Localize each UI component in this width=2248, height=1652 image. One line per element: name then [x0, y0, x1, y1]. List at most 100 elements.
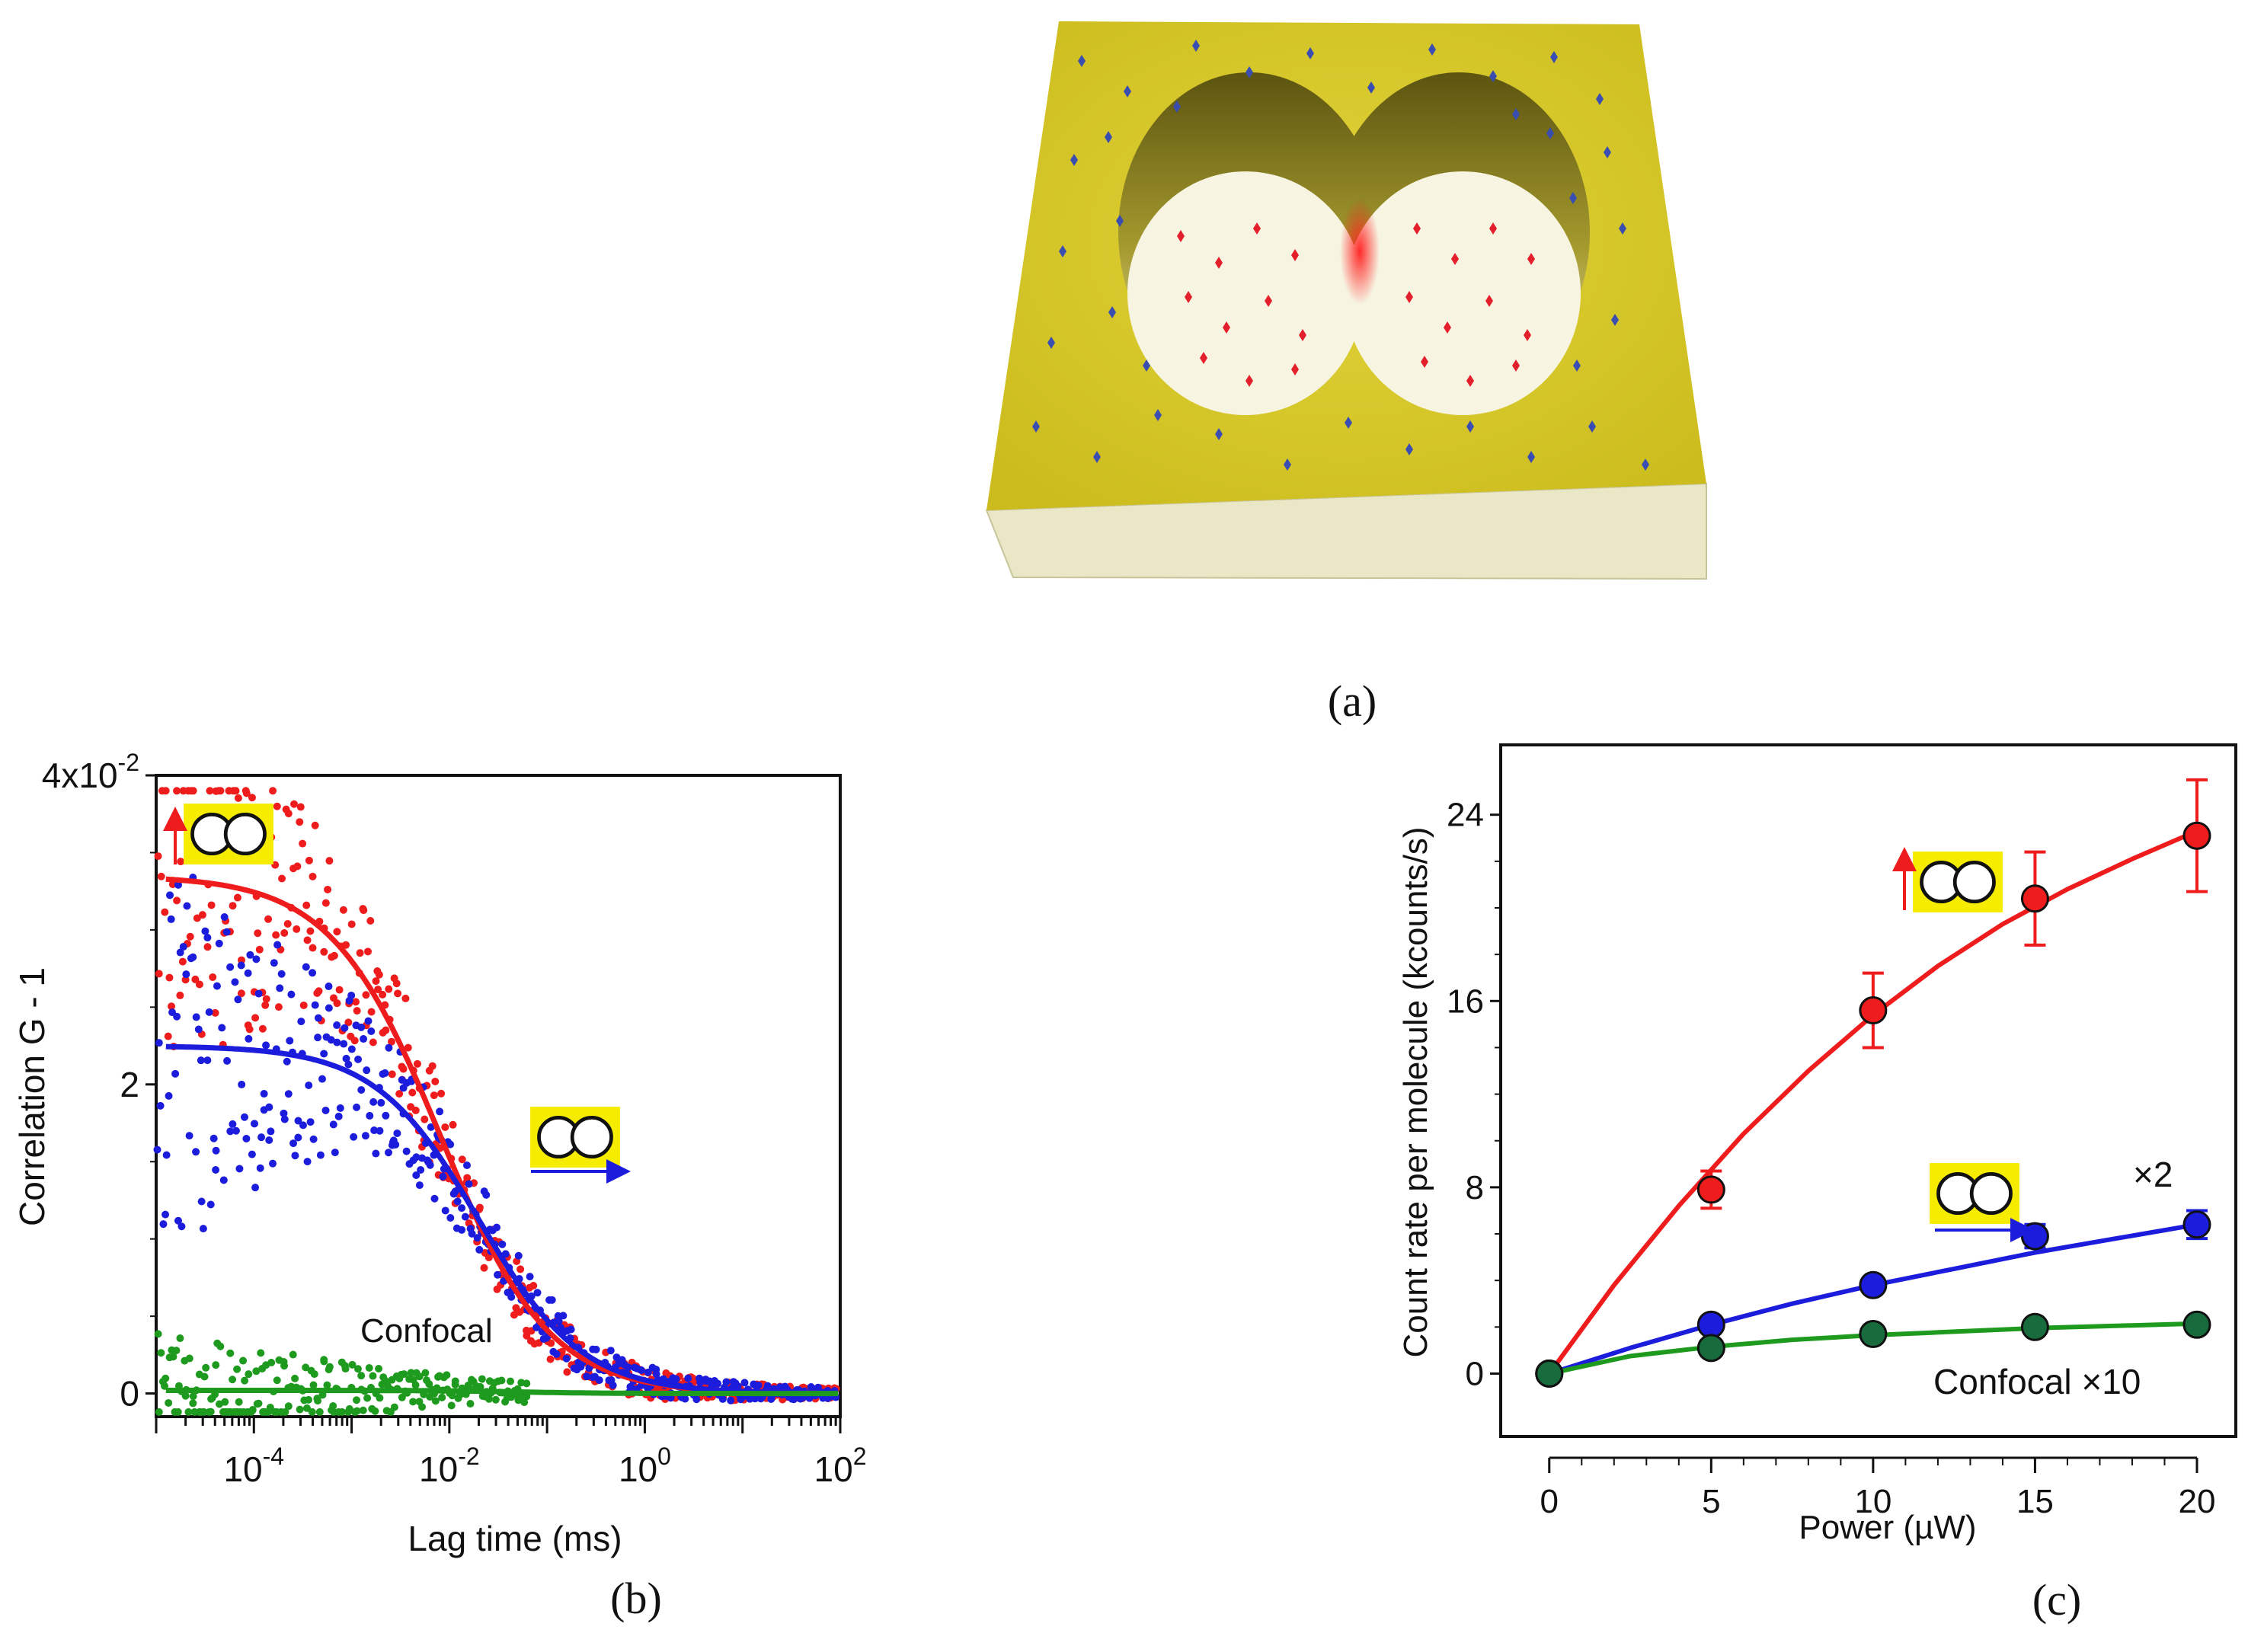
data-point: [164, 1032, 172, 1040]
data-point: [412, 1171, 421, 1180]
data-point: [468, 1229, 476, 1238]
data-point: [309, 1135, 318, 1143]
molecule-dot: [1246, 66, 1253, 78]
molecule-dot: [1428, 43, 1436, 56]
data-point: [372, 1149, 380, 1158]
data-point: [426, 1161, 434, 1169]
data-point: [463, 1174, 472, 1182]
data-point: [289, 1350, 297, 1359]
data-point: [516, 1265, 525, 1273]
data-point: [354, 1055, 363, 1063]
data-point: [237, 961, 245, 970]
data-point: [280, 929, 289, 938]
data-point: [245, 1370, 253, 1379]
x-tick-label: 0: [1540, 1483, 1559, 1520]
data-point: [192, 1148, 200, 1156]
data-point: [172, 1347, 181, 1355]
data-point: [251, 1120, 259, 1128]
data-point: [251, 1014, 260, 1022]
data-point: [559, 1312, 568, 1320]
data-point: [417, 1166, 425, 1174]
data-point: [493, 1223, 501, 1232]
data-point: [296, 803, 305, 811]
data-point: [491, 1395, 500, 1404]
data-point: [387, 1037, 395, 1046]
data-point: [1696, 1310, 1725, 1339]
molecule-dot: [1070, 154, 1078, 166]
data-point: [315, 1408, 324, 1416]
confocal-annotation-c: Confocal ×10: [1933, 1362, 2141, 1401]
y-tick-label: 0: [120, 1374, 139, 1414]
data-point: [161, 1374, 170, 1382]
data-point: [159, 1220, 168, 1229]
data-point: [340, 1040, 348, 1048]
data-point: [297, 1018, 305, 1026]
molecule-dot: [1246, 375, 1253, 387]
x-axis-label-c: Power (µW): [1799, 1509, 1976, 1546]
y-axis-label-b: Correlation G - 1: [12, 967, 52, 1226]
data-point: [413, 1059, 421, 1068]
data-point: [366, 917, 375, 925]
data-point: [280, 1115, 289, 1123]
legend-icon-blue-c: [1930, 1163, 2035, 1242]
molecule-dot: [1143, 359, 1150, 372]
molecule-dot: [1451, 253, 1459, 265]
data-point: [381, 1069, 389, 1077]
data-point: [173, 896, 181, 905]
data-point: [529, 1282, 538, 1290]
data-point: [310, 1370, 318, 1379]
molecule-dot: [1524, 329, 1531, 341]
data-point: [235, 1398, 243, 1406]
data-point: [165, 973, 174, 982]
molecule-dot: [1421, 356, 1428, 368]
data-point: [154, 852, 162, 861]
data-point: [273, 1376, 281, 1385]
data-point: [480, 1264, 488, 1272]
data-point: [484, 1395, 493, 1403]
data-point: [309, 1381, 318, 1389]
data-point: [189, 1399, 197, 1408]
data-point: [325, 983, 333, 991]
data-point: [202, 1363, 210, 1372]
data-point: [262, 1041, 270, 1050]
data-point: [189, 953, 197, 961]
data-point: [161, 787, 170, 795]
data-point: [206, 1408, 215, 1416]
data-point: [552, 1350, 561, 1358]
data-point: [235, 1165, 244, 1173]
data-point: [200, 1408, 208, 1416]
x-tick-label: 102: [814, 1443, 867, 1489]
data-point: [466, 1400, 475, 1408]
data-point: [306, 1118, 315, 1126]
data-point: [384, 1149, 392, 1157]
data-point: [672, 1375, 680, 1383]
data-point: [296, 1405, 304, 1414]
molecules-outside: [1032, 40, 1649, 471]
data-point: [374, 986, 382, 994]
data-point: [173, 787, 181, 795]
y-tick-label: 0: [1466, 1355, 1484, 1392]
data-point: [314, 1014, 322, 1022]
data-point: [350, 1037, 359, 1045]
data-point: [226, 1349, 235, 1357]
data-point: [369, 1098, 378, 1106]
legend-icon-red-b: [163, 804, 273, 864]
data-point: [478, 1375, 486, 1383]
data-point: [261, 1001, 270, 1009]
data-point: [165, 1091, 173, 1100]
data-point: [461, 1213, 469, 1221]
data-point: [360, 1035, 368, 1043]
data-point: [329, 1402, 337, 1411]
data-point: [179, 943, 187, 951]
data-point: [1859, 1270, 1888, 1299]
data-point: [306, 927, 315, 935]
data-point: [408, 1088, 417, 1097]
panel-b-label: (b): [610, 1574, 662, 1623]
fit-curve: [165, 876, 839, 1396]
data-point: [221, 1398, 229, 1406]
data-point: [277, 970, 286, 978]
data-point: [325, 1004, 333, 1012]
data-point: [207, 901, 216, 909]
molecule-dot: [1573, 359, 1581, 372]
data-point: [547, 1339, 555, 1347]
